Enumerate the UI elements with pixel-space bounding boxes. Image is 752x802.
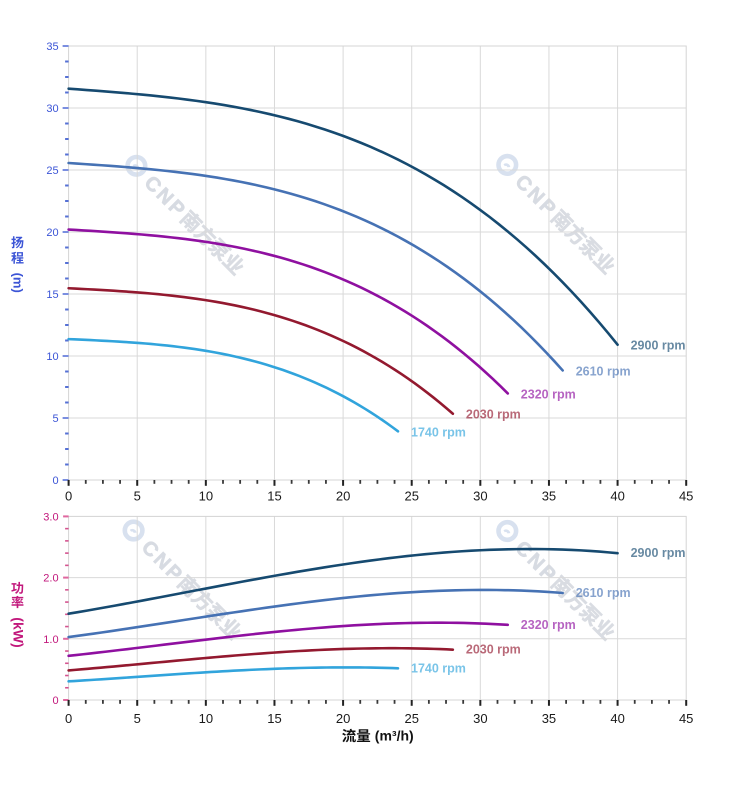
svg-text:10: 10 — [199, 489, 213, 504]
svg-text:2900 rpm: 2900 rpm — [631, 546, 686, 560]
svg-text:(m): (m) — [11, 273, 26, 293]
svg-text:20: 20 — [46, 227, 58, 239]
svg-text:5: 5 — [134, 711, 141, 726]
svg-text:2320 rpm: 2320 rpm — [521, 387, 576, 401]
svg-text:0: 0 — [65, 711, 72, 726]
svg-text:(m³/h): (m³/h) — [375, 727, 414, 743]
svg-text:10: 10 — [46, 351, 58, 363]
svg-text:15: 15 — [267, 711, 281, 726]
svg-text:5: 5 — [52, 413, 58, 425]
svg-text:15: 15 — [46, 289, 58, 301]
svg-text:45: 45 — [679, 711, 693, 726]
svg-text:1740 rpm: 1740 rpm — [411, 425, 466, 439]
svg-text:1.0: 1.0 — [43, 634, 58, 646]
svg-text:(kW): (kW) — [11, 617, 27, 647]
svg-text:5: 5 — [134, 489, 141, 504]
svg-text:2610 rpm: 2610 rpm — [576, 364, 631, 378]
svg-text:25: 25 — [404, 489, 418, 504]
svg-text:45: 45 — [679, 489, 693, 504]
svg-text:30: 30 — [46, 103, 58, 115]
svg-text:35: 35 — [46, 41, 58, 53]
svg-text:40: 40 — [610, 489, 624, 504]
svg-text:0: 0 — [52, 475, 58, 487]
svg-text:2610 rpm: 2610 rpm — [576, 586, 631, 600]
svg-text:30: 30 — [473, 711, 487, 726]
svg-text:3.0: 3.0 — [43, 511, 58, 523]
svg-text:2.0: 2.0 — [43, 573, 58, 585]
svg-text:40: 40 — [610, 711, 624, 726]
svg-text:10: 10 — [199, 711, 213, 726]
svg-text:25: 25 — [404, 711, 418, 726]
svg-text:2030 rpm: 2030 rpm — [466, 408, 521, 422]
svg-text:25: 25 — [46, 165, 58, 177]
svg-text:1740 rpm: 1740 rpm — [411, 661, 466, 675]
svg-text:20: 20 — [336, 711, 350, 726]
svg-text:2030 rpm: 2030 rpm — [466, 643, 521, 657]
svg-text:2320 rpm: 2320 rpm — [521, 618, 576, 632]
svg-text:20: 20 — [336, 489, 350, 504]
svg-text:15: 15 — [267, 489, 281, 504]
svg-text:0: 0 — [65, 489, 72, 504]
svg-text:35: 35 — [542, 711, 556, 726]
svg-text:2900 rpm: 2900 rpm — [631, 339, 686, 353]
svg-text:35: 35 — [542, 489, 556, 504]
svg-text:30: 30 — [473, 489, 487, 504]
svg-text:0: 0 — [52, 695, 58, 707]
